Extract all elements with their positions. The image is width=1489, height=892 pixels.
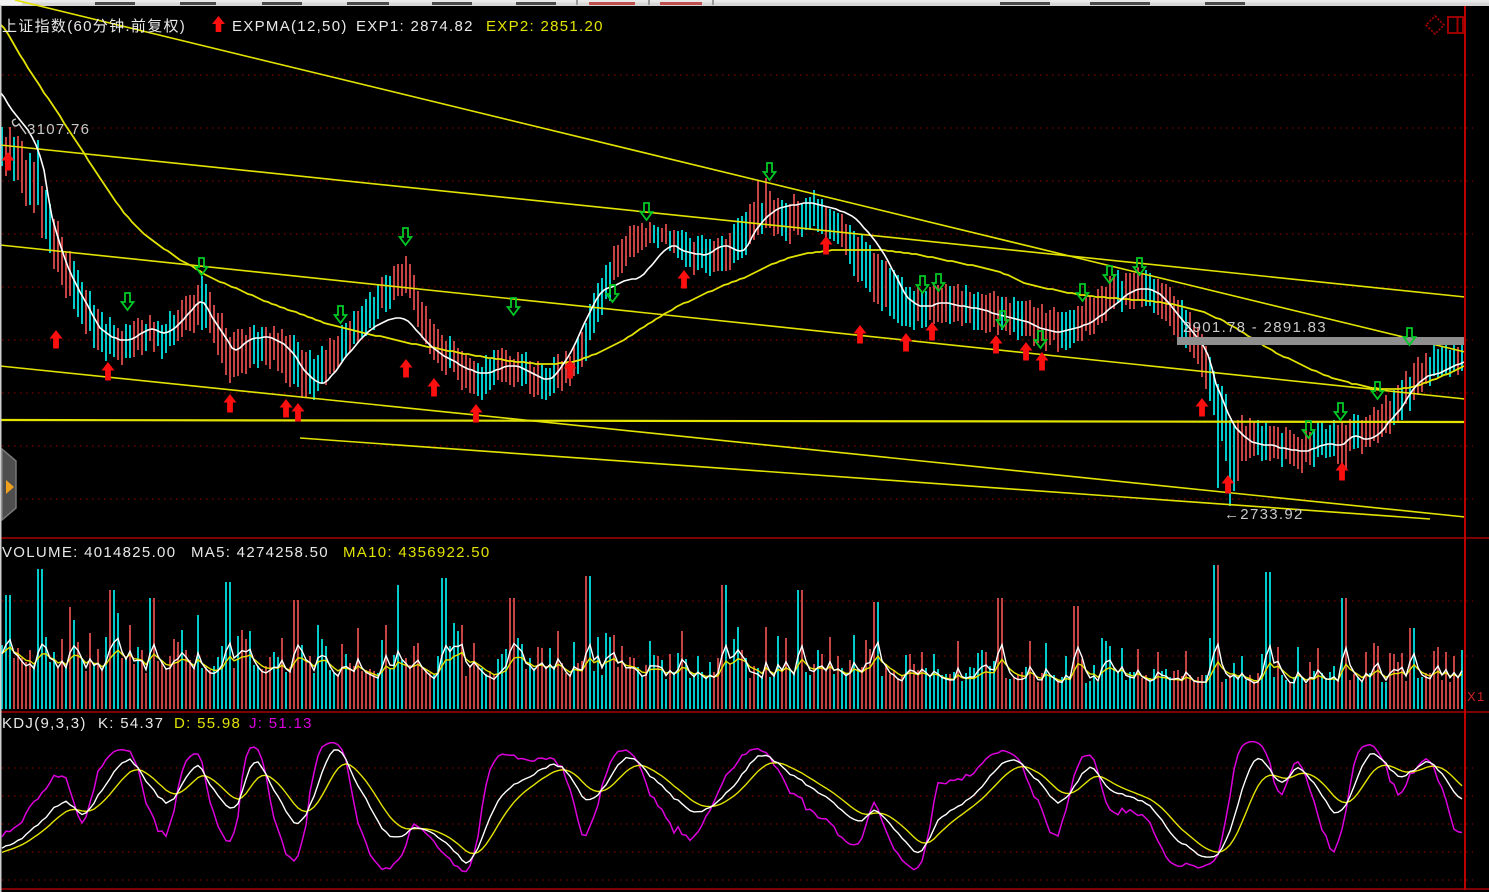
svg-text:2901.78 - 2891.83: 2901.78 - 2891.83 [1183, 319, 1327, 336]
svg-text:EXP1: 2874.82: EXP1: 2874.82 [356, 18, 474, 35]
svg-text:D: 55.98: D: 55.98 [174, 715, 241, 732]
svg-text:EXPMA(12,50): EXPMA(12,50) [232, 18, 348, 35]
svg-text:3107.76: 3107.76 [27, 121, 90, 138]
svg-text:上证指数(60分钟.前复权): 上证指数(60分钟.前复权) [2, 17, 186, 35]
svg-text:K: 54.37: K: 54.37 [98, 715, 164, 732]
svg-text:←2733.92: ←2733.92 [1224, 506, 1304, 523]
svg-text:MA10: 4356922.50: MA10: 4356922.50 [343, 544, 491, 561]
svg-text:J: 51.13: J: 51.13 [249, 715, 313, 732]
svg-text:VOLUME: 4014825.00: VOLUME: 4014825.00 [2, 544, 176, 561]
svg-text:MA5: 4274258.50: MA5: 4274258.50 [191, 544, 329, 561]
svg-text:KDJ(9,3,3): KDJ(9,3,3) [2, 715, 87, 732]
svg-text:EXP2: 2851.20: EXP2: 2851.20 [486, 18, 604, 35]
svg-text:X1: X1 [1467, 689, 1486, 704]
